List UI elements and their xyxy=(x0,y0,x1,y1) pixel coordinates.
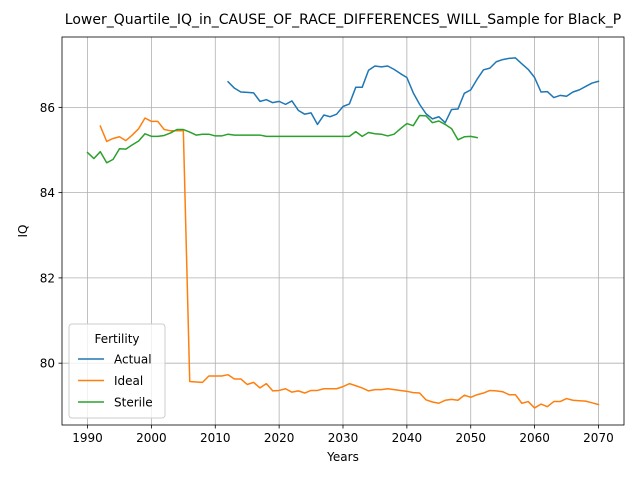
legend-label-sterile: Sterile xyxy=(114,396,153,410)
x-tick-label: 2050 xyxy=(455,431,486,445)
y-axis-label: IQ xyxy=(16,225,30,238)
x-tick-label: 2040 xyxy=(392,431,423,445)
legend-label-actual: Actual xyxy=(114,353,152,367)
y-tick-label: 86 xyxy=(40,101,55,115)
series-lines xyxy=(86,57,600,409)
x-axis-label: Years xyxy=(326,450,359,464)
legend-title: Fertility xyxy=(94,332,139,346)
axis-ticks: 1990 2000 2010 2020 2030 2040 2050 2060 2070 80 82… xyxy=(40,101,614,445)
y-tick-label: 84 xyxy=(40,186,55,200)
gridlines xyxy=(62,37,624,425)
chart-title: Lower_Quartile_IQ_in_CAUSE_OF_RACE_DIFFE… xyxy=(65,12,621,28)
x-tick-label: 2020 xyxy=(264,431,295,445)
series-line-actual xyxy=(226,57,600,126)
y-tick-label: 80 xyxy=(40,357,55,371)
x-tick-label: 1990 xyxy=(72,431,103,445)
legend-items: Actual Ideal Sterile xyxy=(78,353,153,410)
x-tick-label: 2030 xyxy=(328,431,359,445)
x-tick-label: 2000 xyxy=(136,431,167,445)
legend-label-ideal: Ideal xyxy=(114,374,143,388)
legend: Fertility Actual Ideal Sterile xyxy=(68,323,166,419)
x-tick-label: 2060 xyxy=(519,431,550,445)
x-tick-label: 2070 xyxy=(583,431,614,445)
y-tick-label: 82 xyxy=(40,271,55,285)
x-tick-label: 2010 xyxy=(200,431,231,445)
legend-box xyxy=(68,323,166,419)
series-line-ideal xyxy=(99,117,600,409)
series-line-sterile xyxy=(86,114,478,164)
